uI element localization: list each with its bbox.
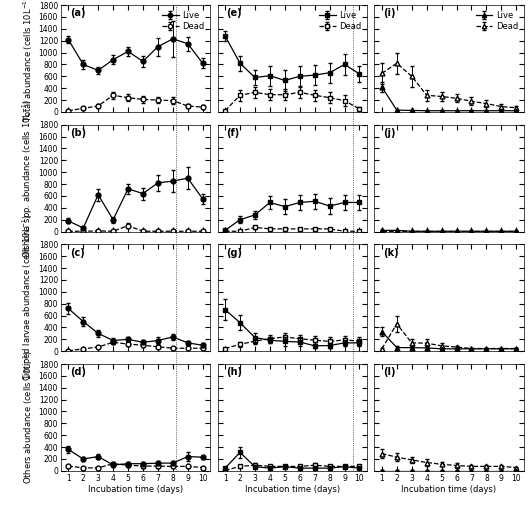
Legend: Live, Dead: Live, Dead — [160, 9, 206, 32]
Text: (b): (b) — [70, 128, 86, 138]
Y-axis label: Oithona spp. abundance (cells 10L$^{-1}$): Oithona spp. abundance (cells 10L$^{-1}$… — [20, 99, 34, 258]
Text: (j): (j) — [384, 128, 396, 138]
Y-axis label: Total abundance (cells 10L$^{-1}$): Total abundance (cells 10L$^{-1}$) — [21, 0, 34, 122]
X-axis label: Incubation time (days): Incubation time (days) — [88, 486, 183, 494]
Y-axis label: Others abundance (cells 10L$^{-1}$): Others abundance (cells 10L$^{-1}$) — [21, 351, 34, 484]
Text: (c): (c) — [70, 247, 85, 258]
Text: (d): (d) — [70, 367, 86, 377]
Text: (g): (g) — [226, 247, 243, 258]
Text: (a): (a) — [70, 8, 85, 18]
Text: (i): (i) — [384, 8, 396, 18]
Legend: Live, Dead: Live, Dead — [317, 9, 363, 32]
Legend: Live, Dead: Live, Dead — [474, 9, 519, 32]
Text: (e): (e) — [226, 8, 242, 18]
Text: (l): (l) — [384, 367, 396, 377]
Text: (f): (f) — [226, 128, 240, 138]
X-axis label: Incubation time (days): Incubation time (days) — [245, 486, 340, 494]
Text: (k): (k) — [384, 247, 399, 258]
Text: (h): (h) — [226, 367, 243, 377]
X-axis label: Incubation time (days): Incubation time (days) — [402, 486, 497, 494]
Y-axis label: Cirriped larvae abundance (cells 10L$^{-1}$): Cirriped larvae abundance (cells 10L$^{-… — [20, 214, 34, 381]
